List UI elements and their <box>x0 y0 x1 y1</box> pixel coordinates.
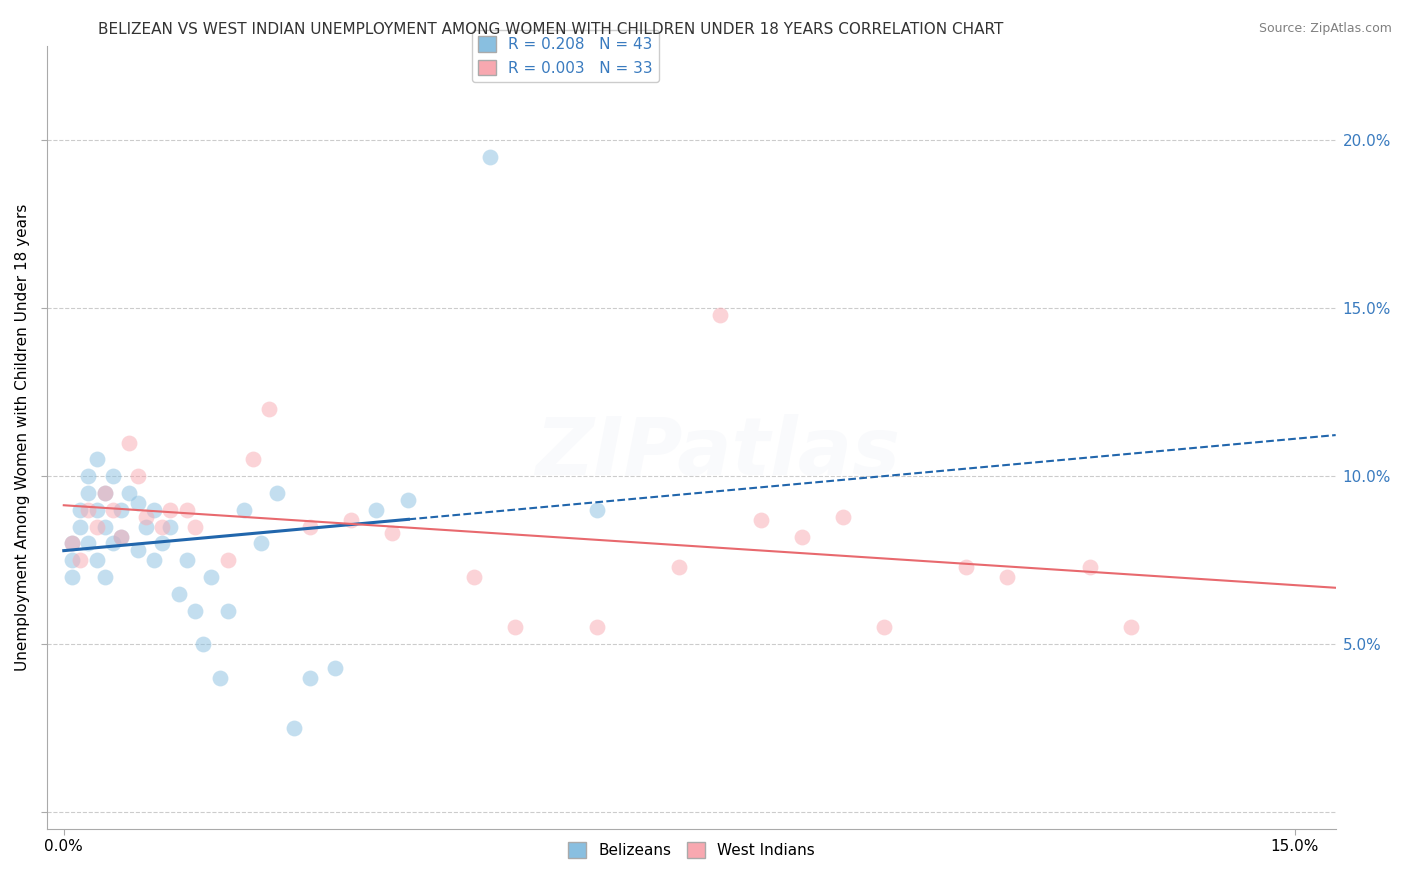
Point <box>364 503 387 517</box>
Point <box>110 530 132 544</box>
Point <box>86 553 108 567</box>
Point <box>217 604 239 618</box>
Point <box>150 536 173 550</box>
Point <box>77 536 100 550</box>
Point <box>792 530 814 544</box>
Point <box>159 503 181 517</box>
Point <box>1078 560 1101 574</box>
Point <box>832 509 855 524</box>
Point <box>135 509 157 524</box>
Point <box>200 570 222 584</box>
Point <box>101 503 124 517</box>
Point <box>249 536 271 550</box>
Point <box>298 519 321 533</box>
Point <box>749 513 772 527</box>
Point <box>266 486 288 500</box>
Point <box>69 553 91 567</box>
Point <box>479 150 502 164</box>
Point <box>176 503 198 517</box>
Point <box>1119 620 1142 634</box>
Point <box>340 513 363 527</box>
Point <box>143 503 166 517</box>
Point <box>167 587 190 601</box>
Point <box>77 469 100 483</box>
Point <box>463 570 485 584</box>
Point <box>118 435 141 450</box>
Point <box>193 637 215 651</box>
Text: BELIZEAN VS WEST INDIAN UNEMPLOYMENT AMONG WOMEN WITH CHILDREN UNDER 18 YEARS CO: BELIZEAN VS WEST INDIAN UNEMPLOYMENT AMO… <box>98 22 1004 37</box>
Point <box>257 402 280 417</box>
Point <box>86 503 108 517</box>
Point <box>298 671 321 685</box>
Point <box>60 536 83 550</box>
Text: Source: ZipAtlas.com: Source: ZipAtlas.com <box>1258 22 1392 36</box>
Point <box>184 604 207 618</box>
Point <box>217 553 239 567</box>
Point <box>101 469 124 483</box>
Point <box>709 308 731 322</box>
Point <box>586 503 609 517</box>
Point <box>94 486 117 500</box>
Point <box>127 496 149 510</box>
Point <box>997 570 1019 584</box>
Point <box>150 519 173 533</box>
Point <box>323 661 346 675</box>
Point <box>118 486 141 500</box>
Point <box>283 721 305 735</box>
Point <box>208 671 231 685</box>
Point <box>86 452 108 467</box>
Point <box>127 469 149 483</box>
Point <box>396 492 419 507</box>
Point <box>381 526 404 541</box>
Point <box>135 519 157 533</box>
Point <box>60 553 83 567</box>
Y-axis label: Unemployment Among Women with Children Under 18 years: Unemployment Among Women with Children U… <box>15 204 30 672</box>
Point <box>873 620 896 634</box>
Point <box>176 553 198 567</box>
Point <box>77 486 100 500</box>
Point <box>242 452 264 467</box>
Point <box>143 553 166 567</box>
Point <box>69 519 91 533</box>
Point <box>184 519 207 533</box>
Point <box>77 503 100 517</box>
Point <box>127 543 149 558</box>
Point <box>60 570 83 584</box>
Point <box>110 503 132 517</box>
Point <box>503 620 526 634</box>
Point <box>60 536 83 550</box>
Point <box>94 519 117 533</box>
Legend: Belizeans, West Indians: Belizeans, West Indians <box>562 836 821 864</box>
Text: ZIPatlas: ZIPatlas <box>534 414 900 492</box>
Point <box>110 530 132 544</box>
Point <box>86 519 108 533</box>
Point <box>159 519 181 533</box>
Point <box>955 560 977 574</box>
Point <box>586 620 609 634</box>
Point <box>668 560 690 574</box>
Point <box>69 503 91 517</box>
Point <box>94 570 117 584</box>
Point <box>94 486 117 500</box>
Point <box>233 503 256 517</box>
Point <box>101 536 124 550</box>
